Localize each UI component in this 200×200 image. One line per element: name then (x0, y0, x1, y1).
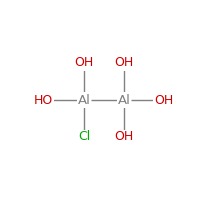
Text: HO: HO (33, 94, 53, 106)
Text: OH: OH (74, 56, 94, 70)
Text: OH: OH (114, 56, 134, 70)
Text: Al: Al (118, 94, 130, 106)
Text: OH: OH (114, 130, 134, 144)
Text: Al: Al (78, 94, 90, 106)
Text: OH: OH (154, 94, 174, 106)
Text: Cl: Cl (78, 130, 90, 144)
